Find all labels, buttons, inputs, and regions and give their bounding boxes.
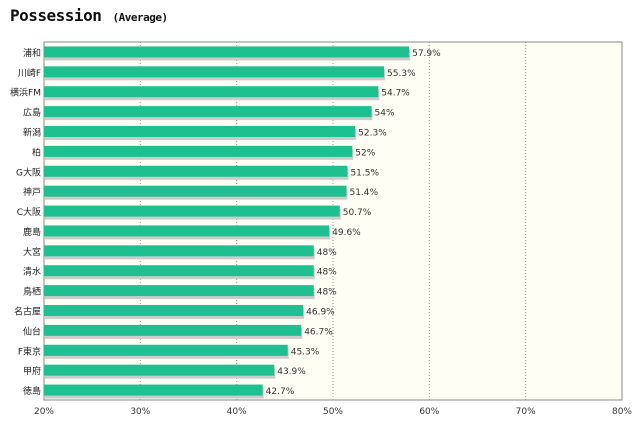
- bar: [44, 145, 353, 157]
- bar: [44, 285, 314, 297]
- value-label: 54%: [375, 109, 395, 119]
- chart-title-text: Possession: [10, 6, 102, 25]
- value-label: 45.3%: [291, 347, 320, 357]
- value-label: 48%: [317, 248, 337, 258]
- category-label: 鹿島: [23, 226, 41, 238]
- bar: [44, 324, 302, 336]
- value-label: 52.3%: [358, 129, 387, 139]
- plot-area: [43, 41, 623, 401]
- value-label: 52%: [355, 148, 375, 158]
- bar: [44, 265, 314, 277]
- category-label: 広島: [23, 107, 41, 119]
- value-label: 49.6%: [332, 228, 361, 238]
- bar: [44, 185, 347, 197]
- value-label: 46.7%: [304, 327, 333, 337]
- x-tick-label: 80%: [612, 407, 632, 417]
- bar: [44, 165, 348, 177]
- value-label: 48%: [317, 288, 337, 298]
- value-label: 46.9%: [306, 308, 335, 318]
- chart-title: Possession (Average): [10, 6, 168, 25]
- category-label: 甲府: [23, 365, 41, 377]
- category-label: 新潟: [23, 127, 41, 139]
- bar: [44, 106, 372, 118]
- bar: [44, 205, 340, 217]
- x-axis-ticks: 20% 30% 40% 50% 60% 70% 80%: [34, 407, 632, 417]
- category-label: 清水: [23, 266, 41, 278]
- x-tick-label: 20%: [34, 407, 54, 417]
- x-tick-label: 40%: [227, 407, 247, 417]
- bars: [44, 46, 411, 399]
- bar: [44, 126, 356, 137]
- value-label: 57.9%: [412, 49, 441, 59]
- value-label: 55.3%: [387, 69, 416, 79]
- bar: [44, 86, 379, 98]
- bar: [44, 305, 304, 316]
- category-label: 徳島: [23, 385, 41, 397]
- x-tick-label: 60%: [419, 407, 439, 417]
- bar: [44, 66, 385, 78]
- category-label: 神戸: [23, 186, 41, 198]
- value-label: 51.5%: [350, 168, 379, 178]
- value-label: 50.7%: [343, 208, 372, 218]
- category-label: C大阪: [17, 206, 41, 218]
- category-label: 仙台: [23, 325, 41, 337]
- value-label: 51.4%: [349, 188, 378, 198]
- x-tick-label: 70%: [516, 407, 536, 417]
- category-label: 川崎F: [18, 67, 41, 79]
- category-label: 名古屋: [14, 306, 41, 318]
- value-label: 43.9%: [277, 367, 306, 377]
- value-label: 54.7%: [381, 89, 410, 99]
- bar: [44, 46, 410, 58]
- category-label: 大宮: [23, 246, 41, 258]
- bar: [44, 225, 330, 237]
- chart-subtitle: (Average): [112, 11, 168, 24]
- category-label: 鳥栖: [23, 286, 41, 298]
- category-label: 浦和: [23, 47, 41, 59]
- bar: [44, 364, 275, 376]
- category-label: 横浜FM: [10, 87, 41, 99]
- value-label: 42.7%: [266, 387, 295, 397]
- value-label: 48%: [317, 268, 337, 278]
- x-tick-label: 50%: [323, 407, 343, 417]
- x-tick-label: 30%: [130, 407, 150, 417]
- category-label: 柏: [32, 146, 41, 158]
- category-label: F東京: [18, 345, 41, 357]
- bar: [44, 344, 288, 356]
- bar: [44, 245, 314, 257]
- bar: [44, 384, 263, 396]
- value-labels: 57.9% 55.3% 54.7% 54% 52.3% 52% 51.5% 51.4% 50.7…: [266, 49, 441, 397]
- category-label: G大阪: [16, 166, 41, 178]
